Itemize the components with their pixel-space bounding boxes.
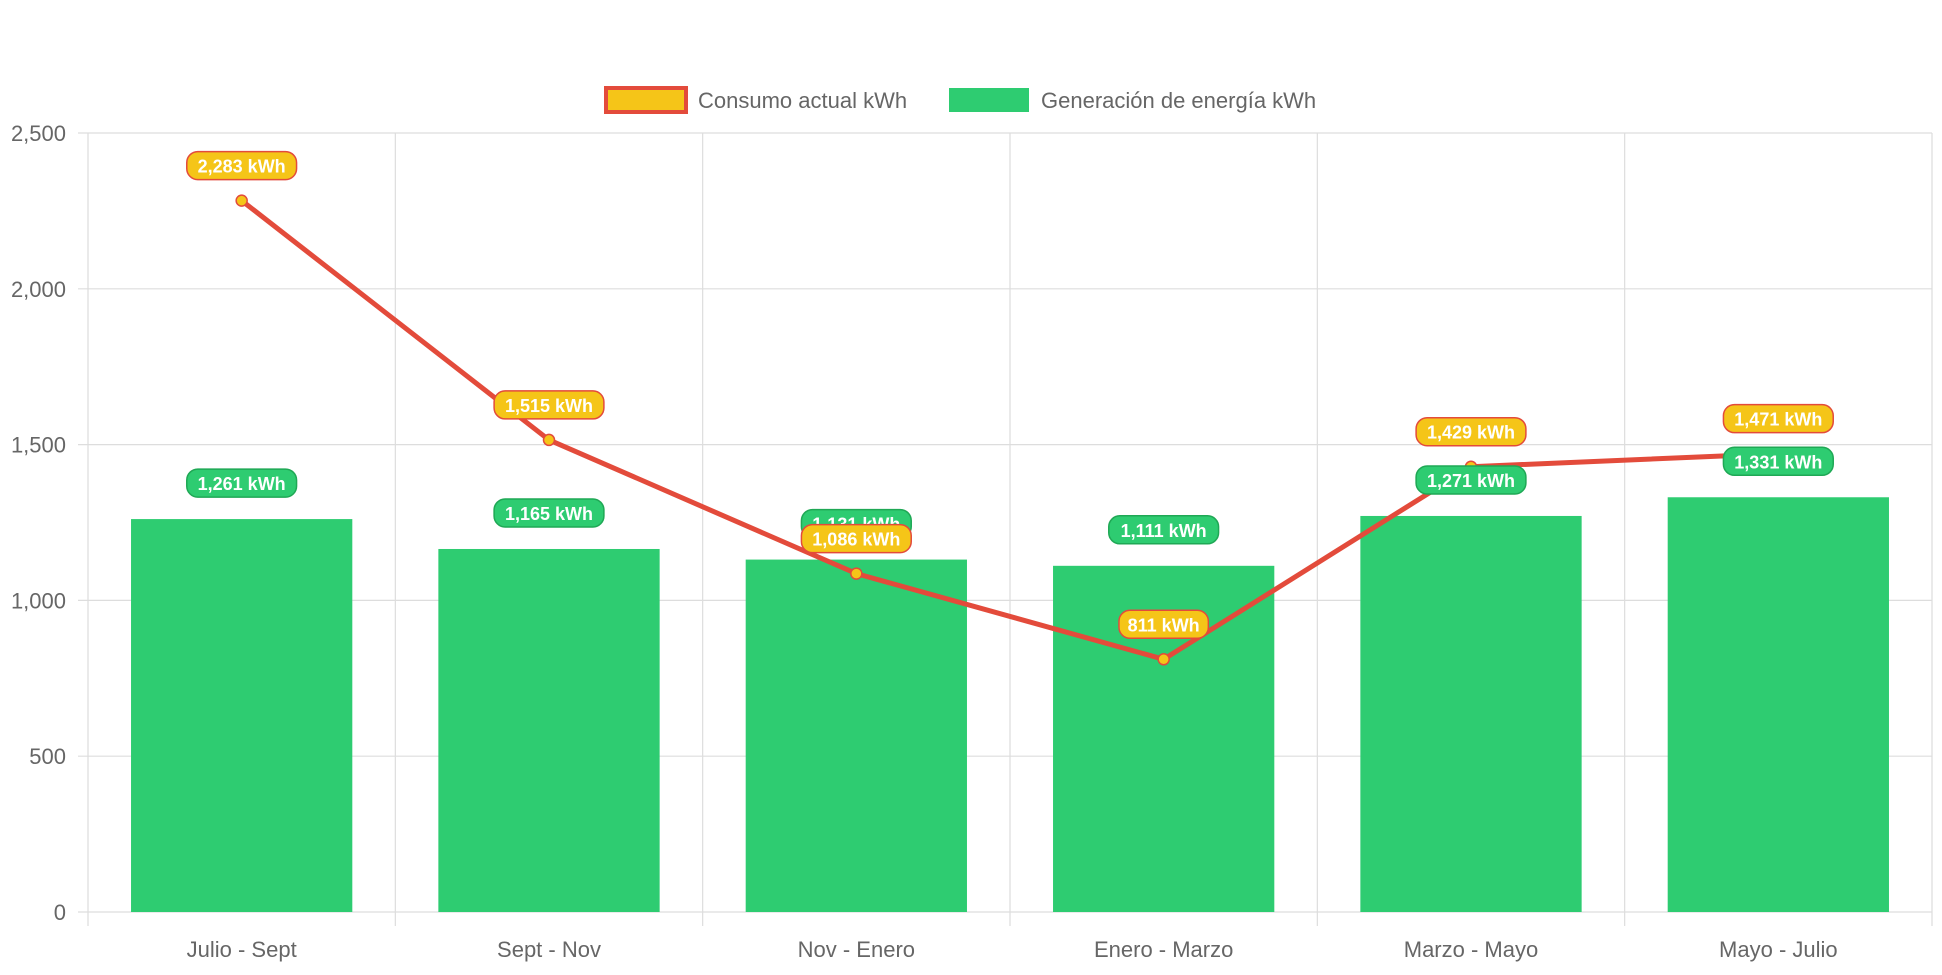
axes-layer: 0 500 1,000 1,500 2,000 2,500 Julio - Sept Sept…: [11, 121, 1838, 962]
x-tick-label: Mayo - Julio: [1719, 937, 1838, 962]
line-data-label-bg: [800, 523, 912, 554]
bar-data-label-text: 1,331 kWh: [1734, 452, 1822, 472]
legend-item-generacion: Generación de energía kWh: [949, 88, 1316, 113]
line-data-label: 1,086 kWh: [800, 523, 912, 554]
point-consumo: [235, 194, 248, 207]
point-consumo: [850, 567, 863, 580]
legend: Consumo actual kWh Generación de energía …: [604, 86, 1316, 114]
bar-data-label: 1,111 kWh: [1108, 515, 1220, 545]
bar-data-label-text: 1,261 kWh: [198, 474, 286, 494]
bar-generacion: [1360, 515, 1582, 912]
x-tick-label: Marzo - Mayo: [1404, 937, 1538, 962]
legend-label-generacion: Generación de energía kWh: [1041, 88, 1316, 113]
legend-label-consumo: Consumo actual kWh: [698, 88, 907, 113]
x-tick-label: Enero - Marzo: [1094, 937, 1233, 962]
line-data-label: 2,283 kWh: [186, 150, 298, 181]
line-data-label-text: 1,429 kWh: [1427, 423, 1515, 443]
line-data-label-bg: [493, 390, 605, 420]
grid-layer: [78, 132, 1933, 926]
line-data-label-bg: [186, 150, 298, 181]
x-tick-label: Nov - Enero: [798, 937, 915, 962]
y-tick-label: 500: [29, 744, 66, 769]
bar-data-label-text: 1,165 kWh: [505, 504, 593, 524]
line-data-label-bg: [1118, 609, 1210, 640]
bar-data-label-bg: [493, 498, 605, 528]
bar-generacion: [1667, 497, 1889, 912]
line-data-label-bg: [1722, 403, 1834, 434]
line-data-label-text: 1,471 kWh: [1734, 410, 1822, 430]
bar-generacion: [438, 548, 660, 912]
bar-data-label: 1,165 kWh: [493, 498, 605, 528]
line-data-label: 811 kWh: [1118, 609, 1210, 640]
x-tick-label: Sept - Nov: [497, 937, 601, 962]
legend-swatch-consumo: [604, 86, 688, 114]
x-tick-label: Julio - Sept: [187, 937, 297, 962]
bar-data-label-bg: [1108, 515, 1220, 545]
line-data-label-text: 811 kWh: [1128, 615, 1200, 635]
line-data-label: 1,429 kWh: [1415, 416, 1527, 447]
y-tick-label: 1,000: [11, 588, 66, 613]
line-data-label-text: 1,515 kWh: [505, 396, 593, 416]
y-tick-label: 1,500: [11, 433, 66, 458]
bar-data-label-text: 1,271 kWh: [1427, 471, 1515, 491]
y-tick-label: 2,500: [11, 121, 66, 146]
bar-data-label-bg: [186, 468, 298, 498]
point-consumo: [1157, 653, 1170, 666]
bar-data-label: 1,331 kWh: [1722, 446, 1834, 477]
line-data-label-text: 2,283 kWh: [198, 157, 286, 177]
bar-data-label-text: 1,111 kWh: [1121, 521, 1207, 541]
y-tick-label: 0: [54, 900, 66, 925]
bar-generacion: [745, 559, 967, 912]
y-tick-label: 2,000: [11, 277, 66, 302]
legend-swatch-generacion: [949, 88, 1029, 112]
line-data-label: 1,471 kWh: [1722, 403, 1834, 434]
point-consumo: [542, 433, 556, 447]
bar-data-label: 1,261 kWh: [186, 468, 298, 498]
line-data-label-text: 1,086 kWh: [812, 530, 900, 550]
line-data-label-bg: [1415, 416, 1527, 447]
bar-generacion: [131, 519, 353, 912]
line-labels-layer: 2,283 kWh 1,515 kWh 1,086 kWh 811 kWh 1,429 …: [186, 150, 1834, 640]
bars-layer: [131, 497, 1889, 912]
legend-item-consumo: Consumo actual kWh: [604, 86, 907, 114]
line-data-label: 1,515 kWh: [493, 390, 605, 420]
bar-data-label: 1,271 kWh: [1415, 465, 1527, 495]
bar-data-label-bg: [1415, 465, 1527, 495]
bar-data-label-bg: [1722, 446, 1834, 477]
